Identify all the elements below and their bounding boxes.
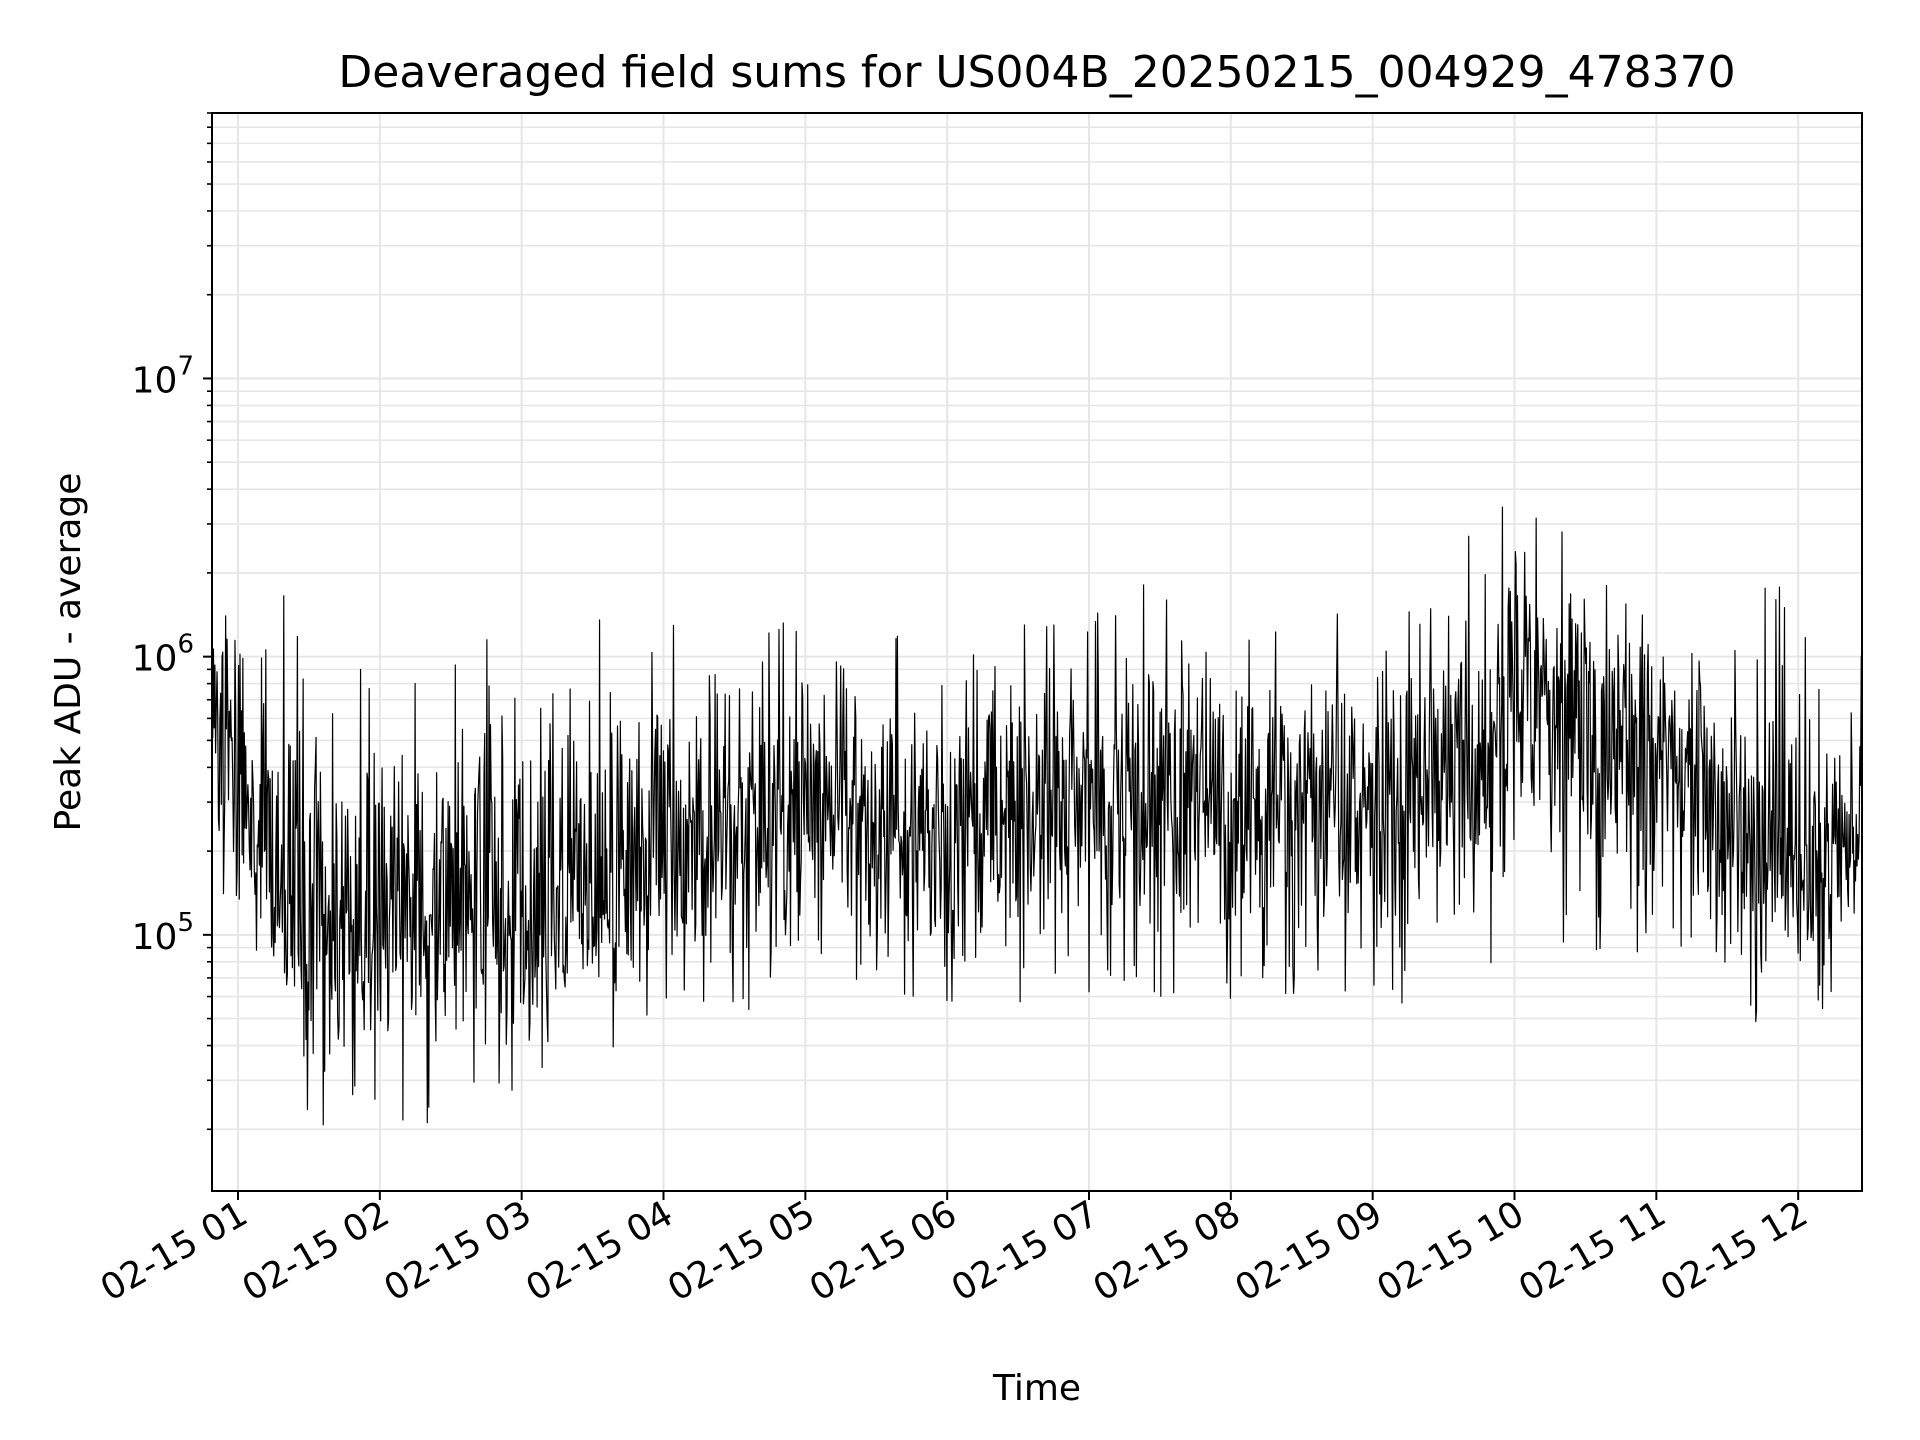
chart-title: Deaveraged field sums for US004B_2025021… [338,47,1735,98]
data-line-layer [211,506,1863,1126]
y-axis-label: Peak ADU - average [48,473,89,832]
y-tick-label: 105 [132,908,194,958]
y-axis: 105 106 107 [132,112,212,1131]
series-line [211,506,1863,1126]
plot-frame [211,112,1863,1192]
x-axis-label: Time [992,1368,1081,1409]
y-tick-label: 106 [132,630,194,680]
y-tick-label: 107 [132,351,194,401]
